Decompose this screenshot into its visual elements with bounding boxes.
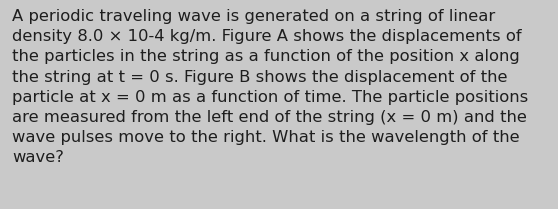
Text: A periodic traveling wave is generated on a string of linear
density 8.0 × 10-4 : A periodic traveling wave is generated o… — [12, 9, 528, 165]
